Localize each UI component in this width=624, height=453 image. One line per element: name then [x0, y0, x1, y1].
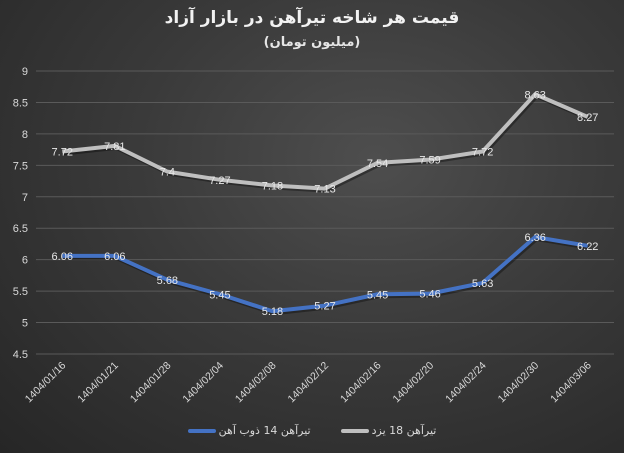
series-line: [62, 235, 589, 314]
data-label: 6.22: [577, 241, 598, 253]
legend-swatch: [187, 428, 216, 433]
x-tick-label: 1404/02/08: [233, 360, 279, 406]
data-label: 8.63: [524, 89, 545, 101]
data-label: 6.36: [524, 232, 545, 244]
y-tick-label: 5: [22, 318, 28, 330]
data-label: 5.45: [367, 289, 388, 301]
data-label: 7.13: [314, 184, 335, 196]
y-tick-label: 9: [22, 66, 28, 78]
x-tick-label: 1404/02/20: [391, 360, 437, 406]
data-label: 7.18: [262, 180, 283, 192]
legend-label: تیرآهن 14 ذوب آهن: [218, 424, 311, 437]
chart-title: قیمت هر شاخه تیرآهن در بازار آزاد: [164, 8, 460, 28]
data-label: 5.68: [157, 275, 178, 287]
legend-item: تیرآهن 14 ذوب آهن: [187, 424, 311, 437]
data-label: 8.27: [577, 112, 598, 124]
x-tick-label: 1404/02/30: [496, 360, 542, 406]
data-label: 7.72: [52, 146, 73, 158]
legend: تیرآهن 14 ذوب آهن تیرآهن 18 یزد: [0, 424, 624, 437]
x-tick-label: 1404/01/21: [75, 360, 121, 406]
x-tick-label: 1404/03/06: [548, 360, 594, 406]
legend-item: تیرآهن 18 یزد: [340, 424, 437, 437]
y-tick-label: 6: [22, 255, 28, 267]
x-tick-label: 1404/02/24: [443, 360, 489, 406]
data-label: 5.46: [419, 289, 440, 301]
chart-subtitle: (میلیون تومان): [263, 35, 361, 50]
data-label: 7.81: [104, 141, 125, 153]
y-tick-label: 8.5: [13, 97, 28, 109]
legend-swatch: [340, 428, 369, 433]
data-label: 5.63: [472, 278, 493, 290]
x-tick-label: 1404/01/16: [23, 360, 69, 406]
data-label: 7.54: [367, 158, 388, 170]
data-label: 5.45: [209, 289, 230, 301]
data-label: 5.27: [314, 301, 335, 313]
x-tick-label: 1404/02/16: [338, 360, 384, 406]
legend-label: تیرآهن 18 یزد: [371, 424, 437, 437]
series-line: [62, 92, 589, 191]
x-tick-label: 1404/01/28: [128, 360, 174, 406]
y-tick-label: 8: [22, 129, 28, 141]
y-tick-label: 6.5: [13, 223, 28, 235]
data-label: 6.06: [52, 251, 73, 263]
y-tick-label: 4.5: [13, 349, 28, 361]
data-label: 7.27: [209, 175, 230, 187]
data-label: 7.59: [419, 155, 440, 167]
y-tick-label: 5.5: [13, 286, 28, 298]
y-tick-label: 7.5: [13, 160, 28, 172]
data-label: 6.06: [104, 251, 125, 263]
x-tick-label: 1404/02/12: [285, 360, 331, 406]
x-tick-label: 1404/02/04: [180, 360, 226, 406]
data-label: 7.72: [472, 146, 493, 158]
data-label: 5.18: [262, 306, 283, 318]
y-tick-label: 7: [22, 192, 28, 204]
data-label: 7.4: [160, 167, 175, 179]
